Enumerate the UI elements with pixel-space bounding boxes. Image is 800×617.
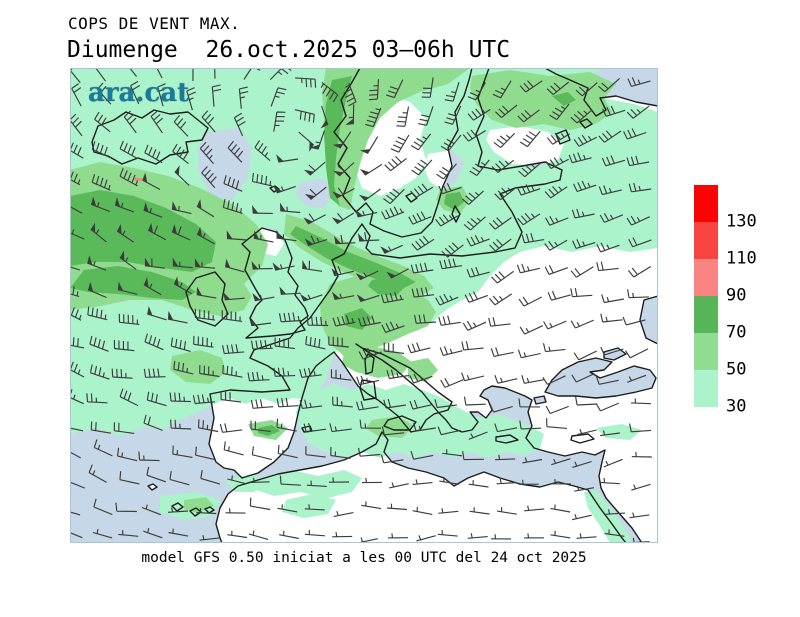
legend-swatch <box>694 185 718 222</box>
legend-row: 50 <box>694 333 746 378</box>
watermark-logo: ara.cat <box>88 78 190 108</box>
legend-label: 70 <box>726 322 747 343</box>
map-canvas <box>70 68 658 543</box>
legend-row: 110 <box>694 222 757 267</box>
legend-label: 90 <box>726 285 747 306</box>
legend-label: 110 <box>726 248 757 269</box>
footer-caption: model GFS 0.50 iniciat a les 00 UTC del … <box>141 550 587 566</box>
legend-row: 130 <box>694 185 757 230</box>
legend-swatch <box>694 222 718 259</box>
legend-swatch <box>694 296 718 333</box>
legend-swatch <box>694 259 718 296</box>
legend-row: 30 <box>694 370 746 415</box>
legend-swatch <box>694 333 718 370</box>
legend-label: 130 <box>726 211 757 232</box>
legend-label: 30 <box>726 396 747 417</box>
legend-swatch <box>694 370 718 407</box>
map-border <box>70 68 658 543</box>
extreme-gust-spot <box>134 178 142 181</box>
legend-row: 90 <box>694 259 746 304</box>
page-subtitle: Diumenge 26.oct.2025 03–06h UTC <box>67 37 511 63</box>
wind-barbs-layer <box>70 68 652 543</box>
page-title: COPS DE VENT MAX. <box>68 14 241 33</box>
legend-label: 50 <box>726 359 747 380</box>
legend-row: 70 <box>694 296 746 341</box>
weather-map: ara.cat <box>70 68 658 543</box>
color-legend: 130 110 90 70 50 30 <box>694 185 757 415</box>
